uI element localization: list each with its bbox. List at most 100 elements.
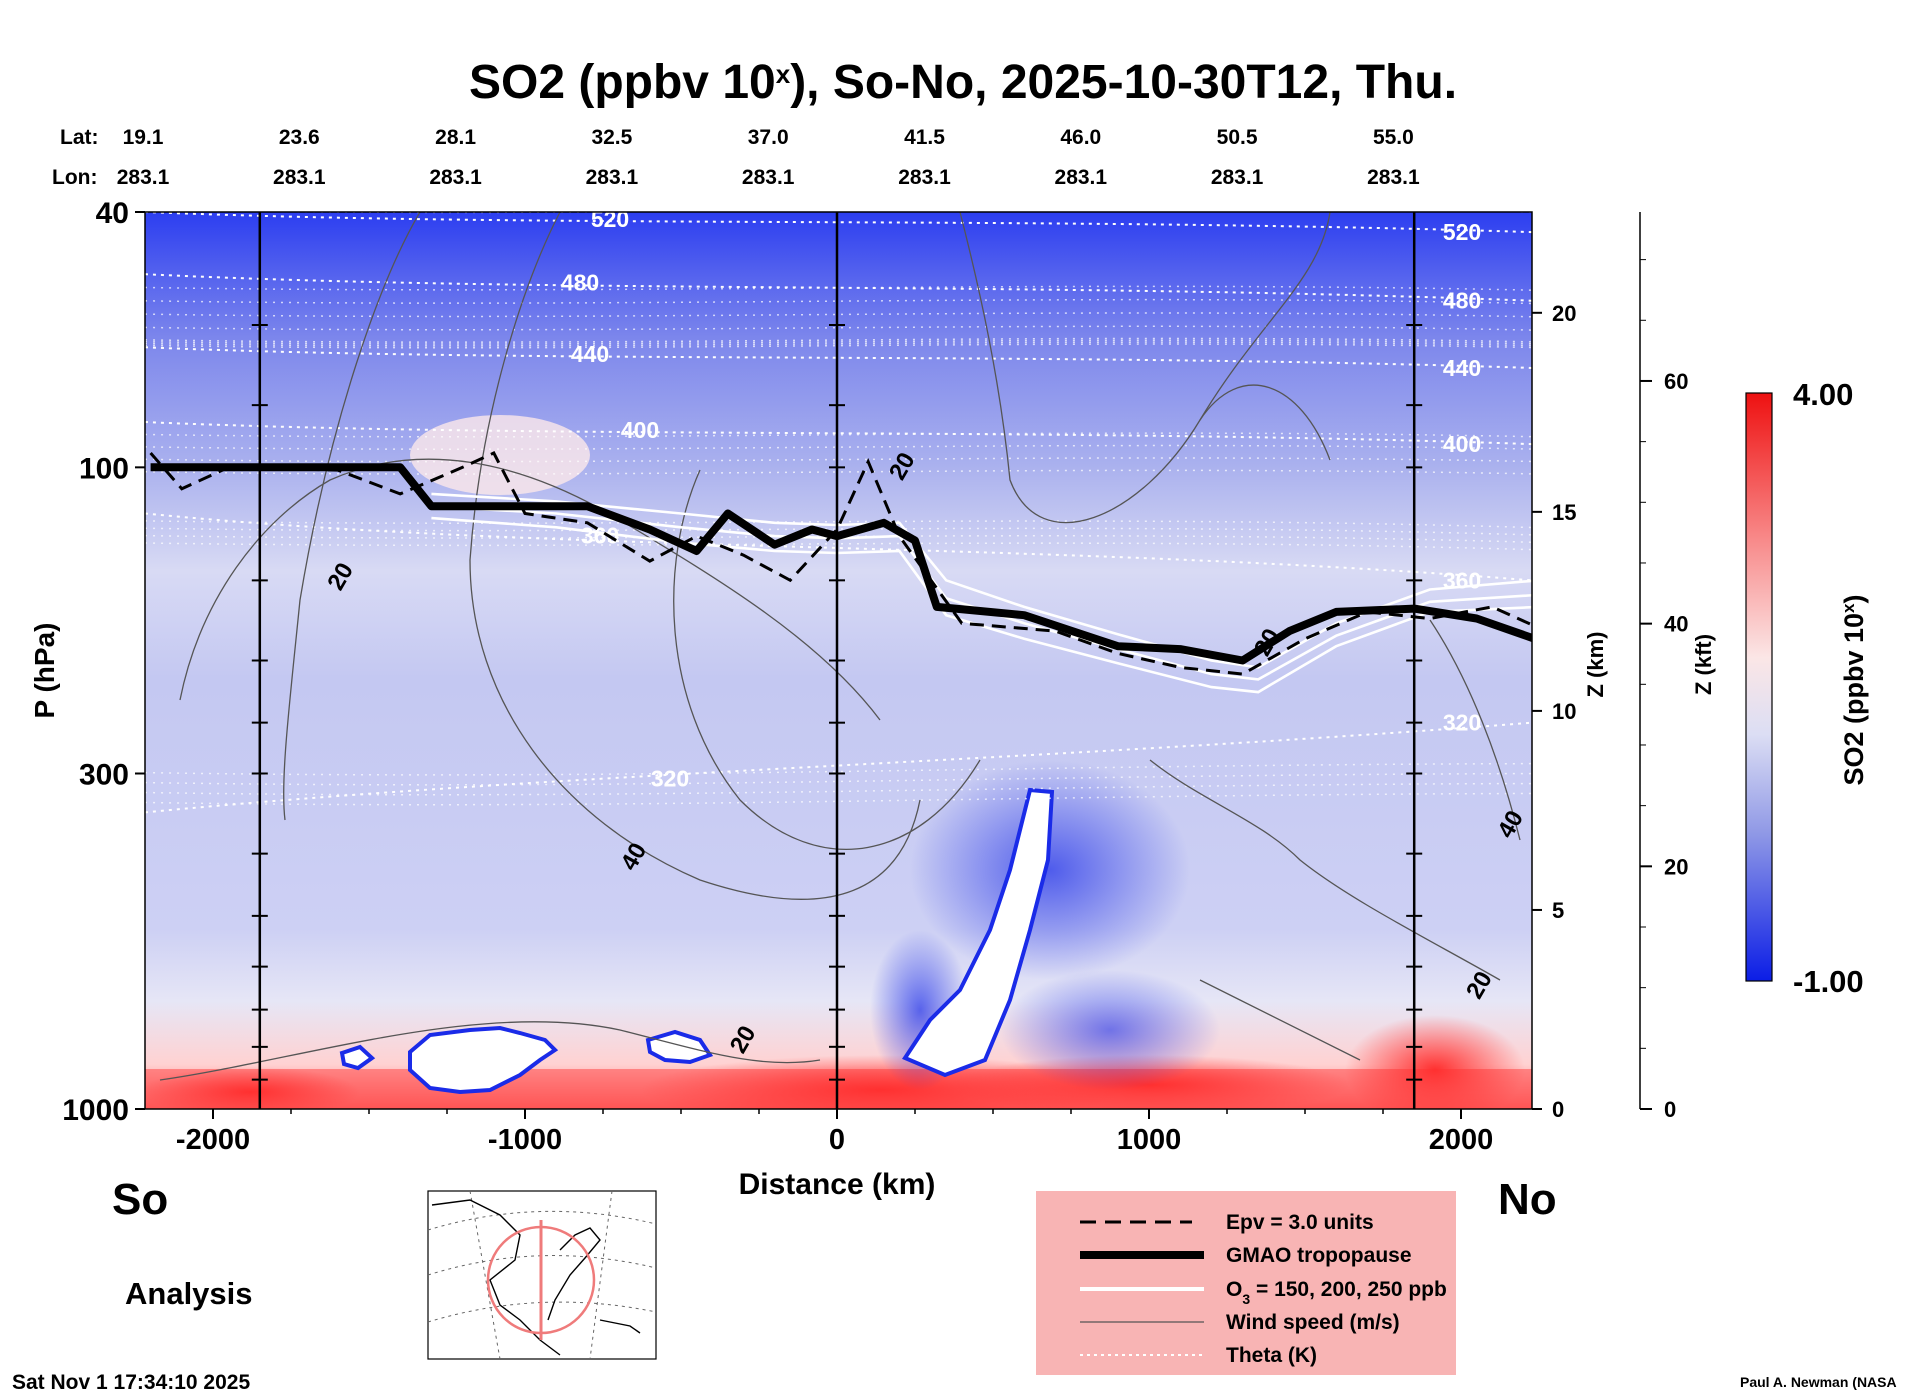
section-vertical-lines <box>251 212 1423 1109</box>
legend-wind-label: Wind speed (m/s) <box>1226 1311 1400 1334</box>
theta-label: 440 <box>571 341 609 367</box>
theta-line <box>145 346 1532 369</box>
ozone-contour <box>431 516 1532 694</box>
theta-line-minor <box>145 207 1532 211</box>
field-blue-blob <box>910 760 1190 980</box>
x-tick-label: 0 <box>829 1124 845 1156</box>
field-white-patch <box>645 1029 714 1065</box>
theta-line <box>145 273 1532 302</box>
field-red-blob <box>145 1067 360 1109</box>
legend-theta-label: Theta (K) <box>1226 1344 1317 1367</box>
field-white-patch <box>339 1044 376 1071</box>
theta-line-minor <box>145 337 1532 343</box>
chart-title: SO2 (ppbv 10x), So-No, 2025-10-30T12, Th… <box>469 56 1457 109</box>
station-lon: 283.1 <box>117 166 170 189</box>
station-lon: 283.1 <box>898 166 951 189</box>
station-lat: 23.6 <box>279 126 320 149</box>
wind-contour <box>1149 759 1501 981</box>
z-km-axis-title: Z (km) <box>1583 632 1608 698</box>
x-tick-label: -2000 <box>176 1124 250 1156</box>
tropopause-path <box>150 463 1532 665</box>
inset-map <box>427 1190 657 1360</box>
theta-line-minor <box>145 298 1532 305</box>
colorbar-min-label: -1.00 <box>1793 964 1864 999</box>
z-kft-axis-title: Z (kft) <box>1691 634 1716 695</box>
theta-line-minor <box>145 772 1532 786</box>
lat-label: Lat: <box>60 126 99 149</box>
z-kft-tick-label: 0 <box>1664 1097 1676 1122</box>
theta-label: 320 <box>1443 710 1481 736</box>
theta-line-minor <box>145 782 1532 796</box>
timestamp: Sat Nov 1 17:34:10 2025 <box>12 1371 250 1394</box>
epv-contour <box>149 451 1532 676</box>
x-axis-title: Distance (km) <box>739 1168 936 1201</box>
axes: -2000 -1000 0 1000 2000 40 100 300 1000 0 5 10 15 20 0… <box>62 197 1688 1156</box>
epv-contour-line <box>149 451 1532 676</box>
theta-label: 400 <box>621 417 659 443</box>
station-lon: 283.1 <box>429 166 482 189</box>
theta-label: 440 <box>1443 355 1481 381</box>
field-red-blob <box>1345 1015 1525 1109</box>
theta-label: 520 <box>591 206 629 232</box>
field-white-plume <box>902 787 1055 1078</box>
wind-contour <box>283 212 421 821</box>
wind-contour <box>1199 384 1331 461</box>
theta-label: 400 <box>1443 431 1481 457</box>
x-tick-label: -1000 <box>488 1124 562 1156</box>
y-tick-label: 300 <box>79 758 129 791</box>
theta-line <box>145 512 1532 582</box>
tropopause-line <box>150 463 1532 665</box>
wind-contour <box>469 212 921 900</box>
y-tick-label: 100 <box>79 452 129 485</box>
theta-line-minor <box>145 534 1532 544</box>
station-lon: 283.1 <box>1367 166 1420 189</box>
legend: Epv = 3.0 units GMAO tropopause O3 = 150… <box>1036 1191 1456 1375</box>
wind-contour <box>1429 619 1521 841</box>
station-lat: 41.5 <box>904 126 945 149</box>
theta-line <box>145 721 1532 814</box>
wind-contour <box>1199 979 1361 1061</box>
theta-line-minor <box>145 203 1532 207</box>
theta-line-minor <box>145 444 1532 450</box>
coastline-icon <box>431 1199 641 1356</box>
analysis-label: Analysis <box>125 1276 253 1311</box>
theta-line-minor <box>145 285 1532 291</box>
theta-line-minor <box>145 469 1532 475</box>
y-tick-label: 40 <box>96 197 129 230</box>
theta-label: 360 <box>1443 567 1481 593</box>
theta-line-minor <box>145 520 1532 529</box>
ozone-contour <box>431 492 1532 669</box>
y-axis-title: P (hPa) <box>29 623 60 719</box>
station-lat: 50.5 <box>1217 126 1258 149</box>
station-lat: 46.0 <box>1060 126 1101 149</box>
station-lat: 37.0 <box>748 126 789 149</box>
y-tick-label: 1000 <box>62 1094 129 1127</box>
theta-line-minor <box>145 542 1532 551</box>
x-tick-label: 1000 <box>1117 1124 1182 1156</box>
theta-line-minor <box>145 205 1532 209</box>
station-lat: 19.1 <box>123 126 164 149</box>
z-km-tick-label: 20 <box>1552 301 1576 326</box>
field-blue-blob <box>1000 970 1220 1090</box>
z-kft-tick-label: 60 <box>1664 369 1688 394</box>
station-lon: 283.1 <box>586 166 639 189</box>
station-lat: 55.0 <box>1373 126 1414 149</box>
station-lon: 283.1 <box>1211 166 1264 189</box>
colorbar: 4.00 -1.00 SO2 (ppbv 10x) <box>1745 377 1870 999</box>
plot-frame <box>144 211 1533 1110</box>
south-label: So <box>112 1175 168 1224</box>
wind-contour <box>159 1021 821 1081</box>
theta-line-minor <box>145 312 1532 318</box>
z-km-tick-label: 5 <box>1552 898 1564 923</box>
north-label: No <box>1498 1175 1557 1224</box>
z-kft-tick-label: 40 <box>1664 612 1688 637</box>
legend-tropopause-label: GMAO tropopause <box>1226 1244 1412 1267</box>
colorbar-title: SO2 (ppbv 10x) <box>1839 594 1870 785</box>
x-tick-label: 2000 <box>1429 1124 1494 1156</box>
field-white-patch <box>408 1025 559 1095</box>
theta-line-minor <box>145 527 1532 536</box>
legend-ozone-label: O3 = 150, 200, 250 ppb <box>1226 1278 1447 1307</box>
theta-line-minor <box>145 339 1532 345</box>
